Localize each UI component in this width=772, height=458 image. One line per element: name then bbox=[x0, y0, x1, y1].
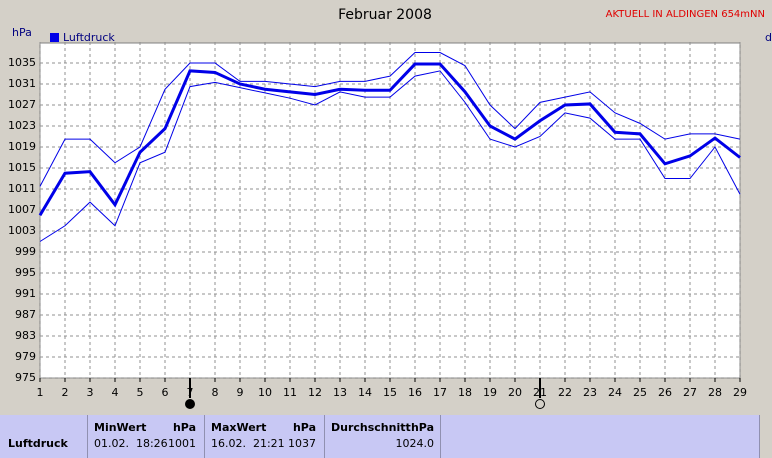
y-tick-label: 1027 bbox=[8, 98, 36, 111]
x-tick-label: 20 bbox=[508, 386, 522, 399]
x-tick-label: 4 bbox=[112, 386, 119, 399]
y-tick-label: 1031 bbox=[8, 77, 36, 90]
x-tick-label: 12 bbox=[308, 386, 322, 399]
row-label: Luftdruck bbox=[8, 437, 68, 450]
cell-value: 1037 bbox=[288, 437, 316, 450]
x-tick-label: 27 bbox=[683, 386, 697, 399]
moon-marker bbox=[535, 399, 545, 409]
cell-time: 01.02. 18:26 bbox=[94, 437, 168, 450]
y-tick-label: 983 bbox=[15, 329, 36, 342]
series-line bbox=[39, 70, 741, 242]
chart-title: Februar 2008 bbox=[338, 7, 432, 23]
x-tick-label: 10 bbox=[258, 386, 272, 399]
y-tick-label: 1003 bbox=[8, 224, 36, 237]
y-tick-label: 1015 bbox=[8, 161, 36, 174]
col-name: MinWert bbox=[94, 421, 147, 434]
x-axis-label: d bbox=[765, 31, 772, 44]
legend-label: Luftdruck bbox=[63, 31, 115, 44]
x-tick-label: 16 bbox=[408, 386, 422, 399]
table-label-col: Luftdruck bbox=[0, 415, 88, 458]
x-tick-label: 11 bbox=[283, 386, 297, 399]
cell-value: 1001 bbox=[168, 437, 196, 450]
cell-value: 1024.0 bbox=[395, 437, 435, 450]
x-tick-label: 6 bbox=[162, 386, 169, 399]
x-tick-label: 24 bbox=[608, 386, 622, 399]
table-filler bbox=[441, 415, 760, 458]
x-tick-label: 29 bbox=[733, 386, 747, 399]
y-axis-label: hPa bbox=[12, 26, 32, 39]
col-unit: hPa bbox=[292, 421, 316, 434]
y-tick-label: 995 bbox=[15, 266, 36, 279]
moon-marker bbox=[185, 399, 195, 409]
y-tick-label: 979 bbox=[15, 350, 36, 363]
x-tick-label: 23 bbox=[583, 386, 597, 399]
y-tick-label: 987 bbox=[15, 308, 36, 321]
x-tick-label: 5 bbox=[137, 386, 144, 399]
x-tick-label: 14 bbox=[358, 386, 372, 399]
x-tick-label: 25 bbox=[633, 386, 647, 399]
cell-time: 16.02. 21:21 bbox=[211, 437, 285, 450]
y-tick-label: 1023 bbox=[8, 119, 36, 132]
x-tick-label: 18 bbox=[458, 386, 472, 399]
table-col: MinWert hPa 01.02. 18:26 1001 bbox=[88, 415, 205, 458]
x-tick-label: 26 bbox=[658, 386, 672, 399]
y-tick-label: 1019 bbox=[8, 140, 36, 153]
x-tick-label: 17 bbox=[433, 386, 447, 399]
y-tick-label: 1007 bbox=[8, 203, 36, 216]
x-tick-label: 2 bbox=[62, 386, 69, 399]
x-tick-label: 15 bbox=[383, 386, 397, 399]
y-tick-label: 991 bbox=[15, 287, 36, 300]
col-unit: hPa bbox=[172, 421, 196, 434]
series-line bbox=[38, 62, 741, 217]
x-tick-label: 13 bbox=[333, 386, 347, 399]
x-tick-label: 1 bbox=[37, 386, 44, 399]
chart-subtitle: AKTUELL IN ALDINGEN 654mNN bbox=[606, 9, 765, 20]
y-tick-label: 975 bbox=[15, 371, 36, 384]
x-tick-label: 9 bbox=[237, 386, 244, 399]
y-tick-label: 1035 bbox=[8, 56, 36, 69]
table-col: MaxWert hPa 16.02. 21:21 1037 bbox=[205, 415, 325, 458]
table-col: Durchschnitt hPa 1024.0 bbox=[325, 415, 441, 458]
y-tick-label: 1011 bbox=[8, 182, 36, 195]
x-tick-label: 28 bbox=[708, 386, 722, 399]
x-tick-label: 19 bbox=[483, 386, 497, 399]
x-tick-label: 3 bbox=[87, 386, 94, 399]
y-tick-label: 999 bbox=[15, 245, 36, 258]
x-tick-label: 8 bbox=[212, 386, 219, 399]
legend-swatch bbox=[50, 33, 59, 42]
col-name: MaxWert bbox=[211, 421, 267, 434]
x-tick-label: 22 bbox=[558, 386, 572, 399]
chart: Februar 2008 AKTUELL IN ALDINGEN 654mNN … bbox=[8, 7, 772, 409]
series-line bbox=[39, 52, 741, 187]
col-unit: hPa bbox=[410, 421, 434, 434]
col-name: Durchschnitt bbox=[331, 421, 411, 434]
